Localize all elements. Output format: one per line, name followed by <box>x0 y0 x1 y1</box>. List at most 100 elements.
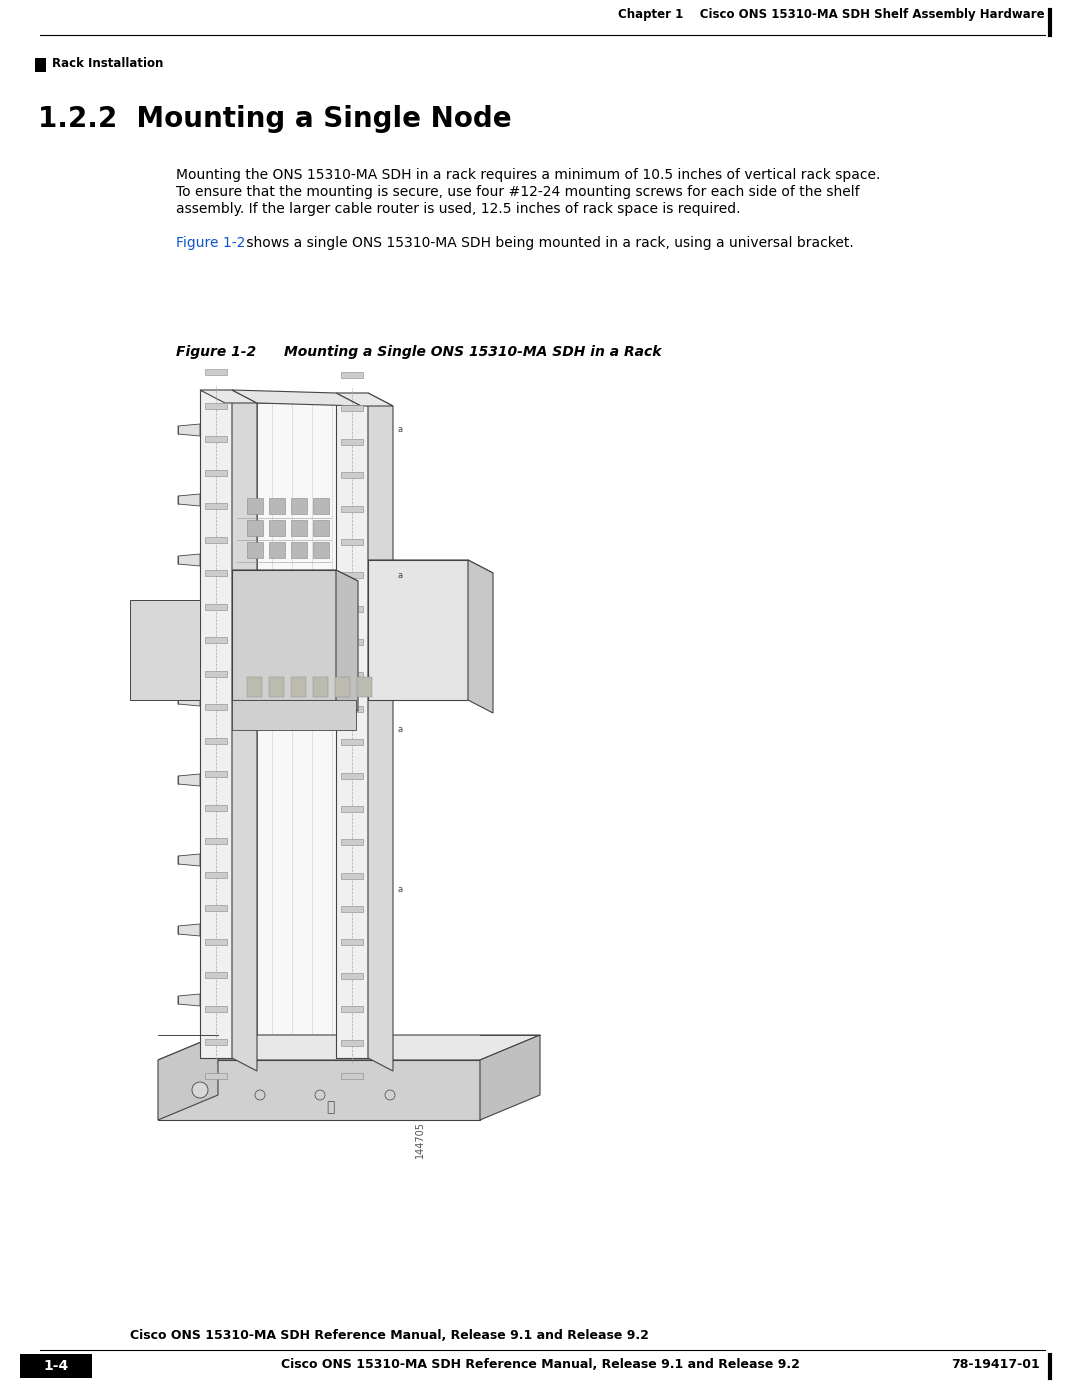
Text: ⌖: ⌖ <box>326 1099 334 1113</box>
Bar <box>341 539 363 545</box>
Bar <box>269 520 285 536</box>
Polygon shape <box>480 1035 540 1120</box>
Bar <box>205 637 227 643</box>
Polygon shape <box>336 570 357 711</box>
Polygon shape <box>178 495 200 506</box>
Bar <box>341 873 363 879</box>
Bar <box>205 402 227 408</box>
Bar <box>205 536 227 542</box>
Bar <box>205 671 227 676</box>
Bar <box>205 738 227 743</box>
Bar <box>341 405 363 411</box>
Bar <box>205 1006 227 1011</box>
Polygon shape <box>232 570 357 581</box>
Bar <box>35 59 46 73</box>
Polygon shape <box>178 694 200 705</box>
Bar <box>205 469 227 475</box>
Text: shows a single ONS 15310-MA SDH being mounted in a rack, using a universal brack: shows a single ONS 15310-MA SDH being mo… <box>242 236 854 250</box>
Circle shape <box>192 1083 208 1098</box>
Bar <box>341 907 363 912</box>
Polygon shape <box>200 390 232 1058</box>
Polygon shape <box>336 393 393 407</box>
Polygon shape <box>232 570 336 700</box>
Polygon shape <box>178 425 200 436</box>
Text: Rack Installation: Rack Installation <box>52 57 163 70</box>
Polygon shape <box>368 393 393 1071</box>
Bar <box>291 542 307 557</box>
Bar <box>341 472 363 478</box>
Text: 144705: 144705 <box>415 1122 426 1158</box>
Polygon shape <box>200 390 257 402</box>
Text: a: a <box>397 886 402 894</box>
Bar <box>341 939 363 946</box>
Polygon shape <box>178 555 200 566</box>
Bar <box>205 369 227 374</box>
Bar <box>269 542 285 557</box>
Polygon shape <box>158 1035 540 1060</box>
Bar <box>205 503 227 509</box>
Bar <box>341 705 363 712</box>
Polygon shape <box>178 624 200 636</box>
Bar <box>313 497 329 514</box>
Bar <box>205 570 227 576</box>
Polygon shape <box>232 390 257 1071</box>
Bar <box>341 773 363 778</box>
Circle shape <box>315 1090 325 1099</box>
Bar <box>205 604 227 609</box>
Polygon shape <box>178 854 200 866</box>
Text: Figure 1-2: Figure 1-2 <box>176 345 256 359</box>
Bar <box>21 1354 92 1377</box>
Bar <box>205 838 227 844</box>
Text: 1.2.2  Mounting a Single Node: 1.2.2 Mounting a Single Node <box>38 105 512 133</box>
Bar <box>341 506 363 511</box>
Bar <box>341 439 363 444</box>
Bar <box>341 372 363 379</box>
Text: Cisco ONS 15310-MA SDH Reference Manual, Release 9.1 and Release 9.2: Cisco ONS 15310-MA SDH Reference Manual,… <box>281 1358 799 1370</box>
Polygon shape <box>368 560 468 700</box>
Text: Figure 1-2: Figure 1-2 <box>176 236 245 250</box>
Polygon shape <box>158 1060 480 1120</box>
Text: 1-4: 1-4 <box>43 1359 69 1373</box>
Bar <box>205 939 227 944</box>
Text: 78-19417-01: 78-19417-01 <box>951 1358 1040 1370</box>
Text: Mounting a Single ONS 15310-MA SDH in a Rack: Mounting a Single ONS 15310-MA SDH in a … <box>284 345 662 359</box>
Text: a: a <box>397 570 402 580</box>
Polygon shape <box>232 390 361 407</box>
Bar <box>341 1039 363 1045</box>
Bar <box>341 840 363 845</box>
Bar <box>357 678 372 697</box>
Bar <box>341 1073 363 1078</box>
Bar <box>205 436 227 441</box>
Polygon shape <box>368 560 492 573</box>
Bar <box>269 497 285 514</box>
Text: To ensure that the mounting is secure, use four #12-24 mounting screws for each : To ensure that the mounting is secure, u… <box>176 184 860 198</box>
Bar <box>291 678 306 697</box>
Bar <box>205 1039 227 1045</box>
Bar <box>205 771 227 777</box>
Bar <box>313 678 328 697</box>
Bar <box>341 972 363 979</box>
Bar <box>205 905 227 911</box>
Polygon shape <box>178 923 200 936</box>
Bar <box>341 606 363 612</box>
Bar <box>205 872 227 877</box>
Text: a: a <box>397 426 402 434</box>
Bar <box>341 573 363 578</box>
Text: Cisco ONS 15310-MA SDH Reference Manual, Release 9.1 and Release 9.2: Cisco ONS 15310-MA SDH Reference Manual,… <box>130 1329 649 1343</box>
Bar <box>247 678 262 697</box>
Polygon shape <box>232 700 356 731</box>
Bar <box>341 739 363 745</box>
Bar <box>205 1073 227 1078</box>
Bar <box>247 542 264 557</box>
Bar <box>313 520 329 536</box>
Bar <box>335 678 350 697</box>
Bar <box>291 497 307 514</box>
Polygon shape <box>178 995 200 1006</box>
Bar <box>205 972 227 978</box>
Bar <box>247 520 264 536</box>
Bar <box>313 542 329 557</box>
Polygon shape <box>130 599 200 700</box>
Bar <box>341 806 363 812</box>
Polygon shape <box>257 402 361 1071</box>
Bar <box>247 497 264 514</box>
